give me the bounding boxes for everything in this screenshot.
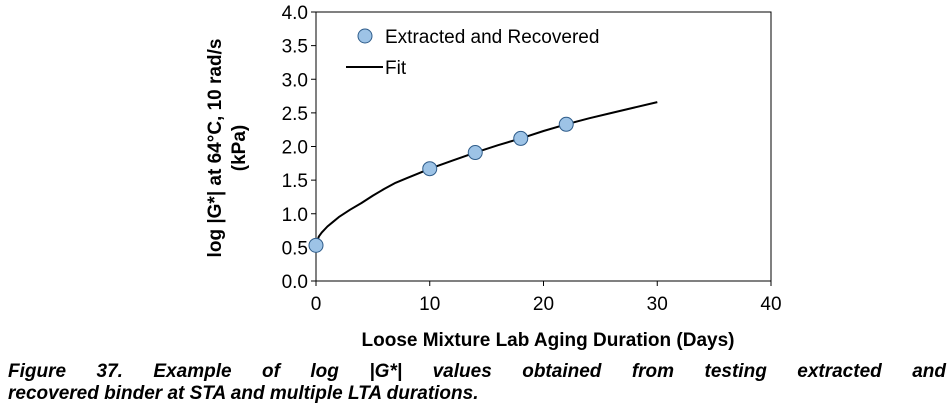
x-tick-label: 0 xyxy=(311,294,322,315)
y-tick-label: 4.0 xyxy=(282,3,308,24)
caption-line-1: Figure 37. Example of log |G*| values ob… xyxy=(8,361,946,382)
x-tick-label: 10 xyxy=(419,294,440,315)
y-tick-label: 1.0 xyxy=(282,205,308,226)
y-axis-title-line1: log |G*| at 64°C, 10 rad/s xyxy=(205,39,226,258)
plot-frame xyxy=(315,11,772,282)
legend-marker-extracted xyxy=(357,28,373,44)
y-axis-title: log |G*| at 64°C, 10 rad/s (kPa) xyxy=(205,39,250,258)
y-tick-label: 2.5 xyxy=(282,104,308,125)
y-tick-label: 3.0 xyxy=(282,70,308,91)
y-tick-label: 1.5 xyxy=(282,171,308,192)
x-tick-label: 30 xyxy=(647,294,668,315)
legend-label-extracted: Extracted and Recovered xyxy=(385,27,599,48)
x-axis-title: Loose Mixture Lab Aging Duration (Days) xyxy=(362,330,735,351)
x-tick-label: 40 xyxy=(760,294,781,315)
data-point xyxy=(467,145,483,161)
x-tick-label: 20 xyxy=(533,294,554,315)
axis-ticks: 0 10 20 30 40 0.0 0.5 1.0 1.5 2.0 2.5 3.0 3.5 4.0 xyxy=(282,3,782,315)
marker-layer xyxy=(308,116,574,253)
y-tick-label: 3.5 xyxy=(282,37,308,58)
data-point xyxy=(558,116,574,132)
caption-line-2: recovered binder at STA and multiple LTA… xyxy=(8,383,479,404)
y-tick-label: 0.0 xyxy=(282,272,308,293)
data-point xyxy=(513,130,529,146)
y-tick-label: 0.5 xyxy=(282,238,308,259)
plot-area xyxy=(315,11,772,282)
legend: Extracted and Recovered Fit xyxy=(346,27,599,79)
y-tick-label: 2.0 xyxy=(282,138,308,159)
fit-layer xyxy=(315,101,658,246)
fit-line xyxy=(315,101,658,246)
data-point xyxy=(308,237,324,253)
data-point xyxy=(422,161,438,177)
chart: 0 10 20 30 40 0.0 0.5 1.0 1.5 2.0 2.5 3.0 3.5 4.0 Ext… xyxy=(205,3,782,351)
legend-label-fit: Fit xyxy=(385,58,407,79)
figure-caption: Figure 37. Example of log |G*| values ob… xyxy=(8,361,946,405)
y-axis-title-line2: (kPa) xyxy=(229,125,250,171)
